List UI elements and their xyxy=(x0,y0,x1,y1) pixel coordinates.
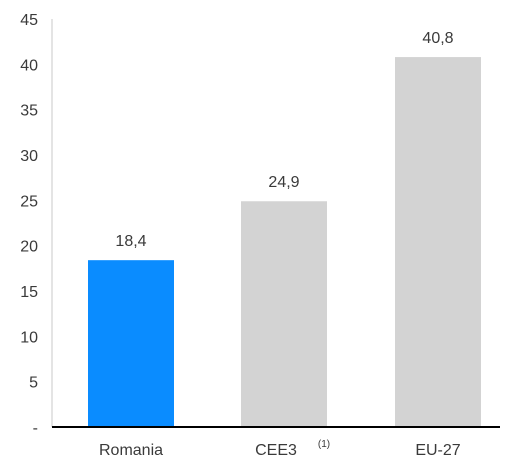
y-tick-label: 40 xyxy=(20,57,38,74)
data-label: 18,4 xyxy=(115,233,146,250)
y-tick-label: 30 xyxy=(20,148,38,165)
data-label: 24,9 xyxy=(268,174,299,191)
x-axis: Romania CEE3 (1) EU-27 xyxy=(52,426,500,458)
bars xyxy=(88,57,481,427)
y-tick-label: 5 xyxy=(29,375,38,392)
bar-romania xyxy=(88,260,174,427)
y-tick-label: 35 xyxy=(20,103,38,120)
bar-cee3 xyxy=(241,201,327,427)
y-tick-label: 25 xyxy=(20,193,38,210)
y-tick-label: 45 xyxy=(20,12,38,29)
bar-eu-27 xyxy=(395,57,481,427)
x-tick-label: EU-27 xyxy=(415,442,460,458)
y-tick-label: 20 xyxy=(20,239,38,256)
y-tick-label: 15 xyxy=(20,284,38,301)
y-axis: - 5 10 15 20 25 30 35 40 45 xyxy=(20,12,53,437)
x-tick-label: Romania xyxy=(99,442,163,458)
y-tick-label: 10 xyxy=(20,329,38,346)
x-tick-label: CEE3 xyxy=(255,442,297,458)
value-labels: 18,4 24,9 40,8 xyxy=(115,30,453,250)
y-tick-label: - xyxy=(33,420,38,437)
footnote-marker: (1) xyxy=(318,439,330,450)
data-label: 40,8 xyxy=(422,30,453,47)
